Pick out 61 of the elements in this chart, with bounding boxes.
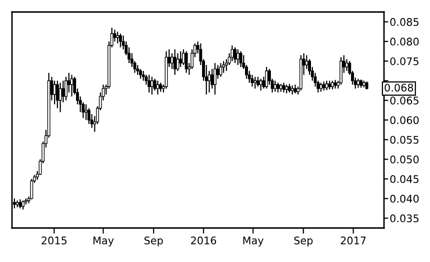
x-tick-label: Sep: [144, 236, 163, 246]
candlestick: [325, 80, 328, 91]
y-tick-label: 0.055: [390, 136, 418, 144]
candlestick: [84, 104, 88, 121]
candlestick: [116, 31, 120, 44]
x-tick-label: 2015: [42, 236, 66, 244]
x-tick-label: May: [243, 236, 264, 246]
candlestick: [182, 48, 185, 66]
candlestick: [150, 76, 154, 96]
candlestick: [56, 80, 59, 109]
candlestick: [276, 82, 280, 94]
candlestick: [159, 82, 162, 92]
candlestick: [30, 178, 34, 200]
candlestick: [148, 74, 151, 94]
candlestick: [67, 72, 70, 94]
candlestick: [236, 48, 240, 66]
y-tick-label: 0.060: [390, 116, 419, 124]
candlestick: [64, 76, 68, 101]
candlestick: [173, 48, 176, 76]
x-tick-label: Sep: [294, 236, 313, 246]
candlestick: [254, 76, 257, 90]
candlestick: [58, 82, 62, 113]
y-tick-label: 0.040: [390, 194, 419, 203]
candlestick: [18, 198, 22, 209]
candlestick: [222, 60, 226, 74]
candlestick: [234, 46, 237, 64]
y-tick-label: 0.035: [390, 214, 418, 222]
candlestick: [179, 50, 182, 68]
candlestick: [87, 108, 90, 124]
candlestick: [22, 200, 25, 210]
y-tick-label: 0.080: [390, 38, 419, 46]
y-tick-label: 0.065: [390, 96, 418, 104]
candlestick: [256, 76, 260, 88]
candlestick: [156, 80, 160, 96]
candlestick: [230, 44, 234, 62]
x-tick-label: 2016: [191, 236, 216, 244]
x-tick-label: 2017: [340, 236, 366, 244]
candlestick: [274, 80, 277, 92]
y-tick-label: 0.050: [390, 156, 419, 164]
annotation: 0.068: [384, 84, 414, 92]
candlestick: [210, 68, 214, 90]
candlestick: [184, 50, 188, 74]
candlestick: [345, 58, 348, 72]
candlestick: [136, 64, 140, 76]
candlestick: [356, 78, 360, 88]
y-tick-label: 0.075: [390, 57, 418, 66]
candlestick: [118, 33, 122, 48]
y-tick-label: 0.045: [390, 175, 418, 184]
candlestick: [219, 62, 222, 78]
candlestick: [142, 70, 145, 82]
candlestick: [320, 82, 322, 92]
candlestick: [53, 80, 56, 105]
candlestick: [340, 56, 343, 86]
candlestick: [153, 78, 156, 92]
candlestick: [170, 52, 174, 70]
x-tick-label: May: [94, 236, 114, 246]
candlestick: [265, 66, 268, 90]
candlestick: [214, 62, 216, 96]
candlestick: [290, 84, 294, 96]
y-tick-label: 0.085: [390, 18, 418, 26]
candlestick: [139, 68, 142, 80]
